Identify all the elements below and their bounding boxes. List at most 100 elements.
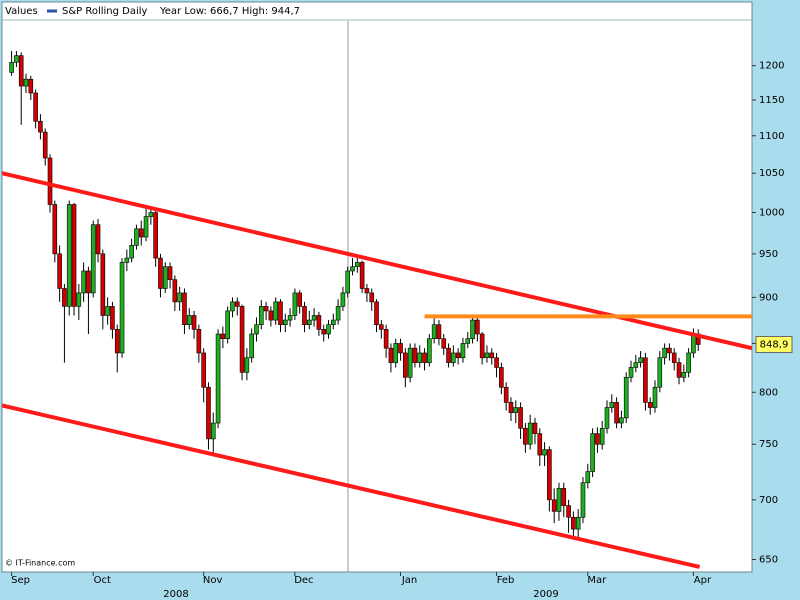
candle-body [129,245,134,259]
candle-body [383,329,389,349]
candle-body [90,224,96,294]
candle-body [657,357,663,388]
y-tick-label: 750 [759,439,778,450]
candle-body [417,352,423,363]
candle-body [532,422,538,434]
candle-body [460,343,466,359]
candle-body [652,386,658,408]
candle-body [662,347,667,359]
candle-body [239,306,245,373]
candle-body [62,288,67,307]
candle-body [566,505,571,518]
candle-body [110,306,115,330]
candle-body [527,422,533,445]
candle-body [326,324,331,335]
candle-body [513,407,519,413]
x-tick-label: Mar [587,575,607,586]
candle-body [590,433,595,472]
candle-body [311,315,317,321]
y-tick-label: 900 [759,292,778,303]
legend-entry: S&P Rolling Daily [62,6,148,17]
plot-area [1,1,753,573]
candle-body [681,372,687,378]
candle-body [297,292,302,307]
candle-body [364,288,370,294]
candle-body [244,357,250,373]
candle-body [667,347,672,354]
candle-body [9,62,14,73]
candle-body [215,333,221,424]
candle-body [201,352,206,388]
candle-body [191,315,197,330]
candle-body [57,253,62,289]
candle-body [451,352,456,363]
x-tick-label: Oct [94,575,111,586]
candle-body [273,301,278,321]
candle-body [398,343,403,354]
candle-body [302,306,307,325]
candle-body [186,315,192,325]
candle-body [556,488,562,512]
candle-body [647,402,653,408]
y-tick-label: 1150 [759,95,784,106]
candle-body [100,253,106,316]
candle-body [518,407,523,429]
copyright: © IT-Finance.com [5,559,75,568]
candle-body [167,266,173,280]
candle-body [671,352,677,363]
y-tick-label: 1200 [759,61,784,72]
candle-body [484,352,490,359]
candle-body [254,324,259,335]
candle-body [623,376,629,419]
candle-body [143,216,149,238]
candle-body [210,422,216,440]
trend-line [2,403,701,569]
candle-body [609,402,615,408]
candle-body [422,352,427,363]
chart-subtitle: Year Low: 666,7 High: 944,7 [159,6,300,17]
candle-body [580,482,586,518]
candle-body [350,266,355,272]
candle-body [523,427,528,445]
candle-body [114,329,120,354]
candle-body [162,266,168,289]
candle-body [475,319,480,335]
candle-body [633,362,639,368]
candle-body [470,319,475,340]
candle-body [547,449,552,501]
candle-body [124,257,130,263]
candle-body [148,212,154,217]
candle-body [441,338,447,349]
year-label: 2009 [533,589,558,600]
candle-body [71,204,77,307]
candle-body [571,516,576,530]
candle-body [182,292,187,325]
candle-body [66,204,72,307]
candle-body [355,262,360,267]
x-tick-label: Dec [294,575,313,586]
candle-body [446,347,451,363]
x-tick-label: Nov [203,575,223,586]
trend-line [2,171,752,351]
candle-body [619,417,624,424]
candle-body [14,55,19,63]
candle-body [412,347,418,363]
candle-body [234,301,240,307]
candle-body [595,433,600,445]
x-tick-label: Feb [497,575,515,586]
candle-body [388,347,394,363]
candle-body [268,310,274,321]
x-tick-label: Jan [401,575,417,586]
last-value-box [755,335,793,353]
candle-body [614,402,619,424]
x-tick-label: Apr [694,575,712,586]
candle-body [542,449,547,456]
candle-body [76,292,82,307]
plot-marks [2,51,752,569]
candle-body [23,78,29,87]
candle-body [38,120,43,133]
candle-body [427,338,432,363]
candle-body [331,319,336,325]
candle-body [105,306,110,316]
candle-body [158,257,163,289]
